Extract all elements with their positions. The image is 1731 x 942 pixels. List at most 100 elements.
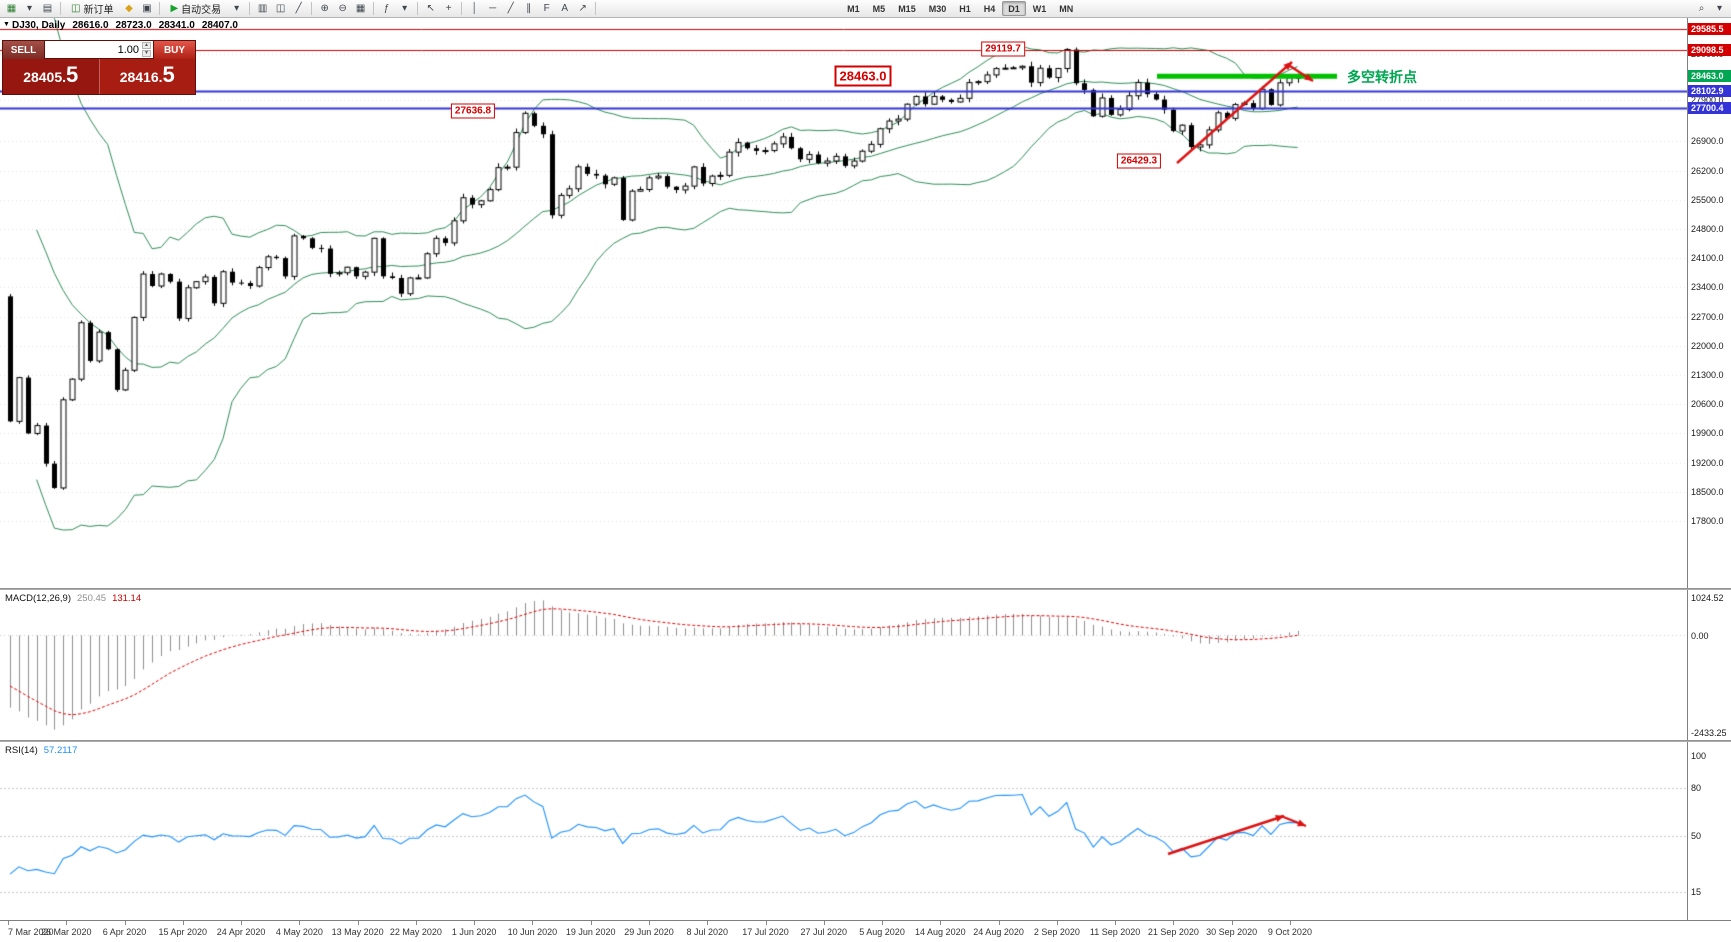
- buy-button[interactable]: BUY: [153, 41, 195, 59]
- ohlc-high: 28723.0: [115, 20, 152, 31]
- chinese-note-text[interactable]: 多空转折点: [1347, 69, 1417, 86]
- timeframe-mn[interactable]: MN: [1053, 1, 1079, 16]
- quick-nav-dropdown-button[interactable]: ▾: [1711, 1, 1728, 17]
- one-click-trading-panel: SELL 1.00 ▲ ▼ BUY 28405. 5 28416. 5: [2, 40, 196, 95]
- price-callout-label[interactable]: 27636.8: [450, 103, 496, 119]
- timeframe-d1[interactable]: D1: [1002, 1, 1026, 16]
- volume-down-icon[interactable]: ▼: [142, 50, 151, 57]
- zoom-out-button[interactable]: ⊖: [334, 1, 351, 17]
- price-callout-label[interactable]: 29119.7: [981, 41, 1025, 57]
- main-chart-window[interactable]: ▼ DJ30, Daily 28616.0 28723.0 28341.0 28…: [0, 18, 1687, 588]
- date-axis-label: 24 Apr 2020: [216, 927, 266, 937]
- main-chart-canvas[interactable]: [0, 18, 1687, 588]
- timeframe-h1[interactable]: H1: [953, 1, 977, 16]
- panel-separator[interactable]: [0, 588, 1731, 590]
- fibonacci-retracement-button[interactable]: F: [538, 1, 555, 17]
- volume-input[interactable]: 1.00 ▲ ▼: [45, 41, 153, 59]
- new-chart-icon: ▦: [6, 3, 17, 14]
- panel-separator[interactable]: [0, 740, 1731, 742]
- autotrading-dropdown-button[interactable]: ▾: [228, 1, 245, 17]
- trendline-button[interactable]: ╱: [502, 1, 519, 17]
- toolbar-separator: [60, 2, 61, 15]
- timeframe-w1[interactable]: W1: [1027, 1, 1053, 16]
- equidistant-channel-button[interactable]: ∥: [520, 1, 537, 17]
- price-axis-label: 19900.0: [1691, 428, 1724, 439]
- tile-windows-button[interactable]: ▦: [352, 1, 369, 17]
- autotrading-button[interactable]: ▶ 自动交易: [164, 1, 227, 17]
- macd-indicator-panel[interactable]: MACD(12,26,9) 250.45 131.14: [0, 590, 1687, 740]
- new-order-button: ◫: [71, 3, 81, 14]
- date-axis-tick: [1115, 921, 1117, 925]
- mql5-compass-icon: ◆: [125, 3, 133, 14]
- date-axis-label: 21 Sep 2020: [1147, 927, 1199, 937]
- new-order-button[interactable]: ◫ 新订单: [65, 1, 119, 17]
- price-axis-label: 20600.0: [1691, 399, 1724, 410]
- date-axis-tick: [124, 921, 126, 925]
- price-callout-label[interactable]: 28463.0: [834, 65, 892, 87]
- zoom-in-button[interactable]: ⊕: [316, 1, 333, 17]
- cursor-icon: ↖: [426, 3, 435, 14]
- price-axis-highlighted-label: 29585.5: [1688, 23, 1731, 36]
- rsi-canvas[interactable]: [0, 742, 1687, 920]
- candlestick-chart-icon: ◫: [275, 3, 286, 14]
- line-chart-button[interactable]: ╱: [290, 1, 307, 17]
- macd-signal-value: 131.14: [112, 593, 142, 604]
- arrows-tool-button[interactable]: ↗: [574, 1, 591, 17]
- text-label-button[interactable]: A: [556, 1, 573, 17]
- profiles-button[interactable]: ▤: [39, 1, 56, 17]
- bid-price-button[interactable]: 28405. 5: [3, 59, 99, 94]
- date-axis-label: 29 Jun 2020: [624, 927, 674, 937]
- search-button[interactable]: ⌕: [1693, 1, 1710, 17]
- date-axis-label: 11 Sep 2020: [1089, 927, 1141, 937]
- macd-main-value: 250.45: [77, 593, 107, 604]
- new-chart-button[interactable]: ▦: [3, 1, 20, 17]
- timeframe-m5[interactable]: M5: [867, 1, 892, 16]
- indicators-button[interactable]: ƒ: [378, 1, 395, 17]
- one-click-collapse-icon[interactable]: ▼: [3, 21, 10, 28]
- chart-list-dropdown-icon: ▾: [26, 3, 33, 14]
- chart-list-dropdown-button[interactable]: ▾: [21, 1, 38, 17]
- date-axis-tick: [1289, 921, 1291, 925]
- rsi-indicator-panel[interactable]: RSI(14) 57.2117: [0, 742, 1687, 920]
- macd-canvas[interactable]: [0, 590, 1687, 740]
- horizontal-line-button[interactable]: ─: [484, 1, 501, 17]
- price-axis-highlighted-label: 28102.9: [1688, 85, 1731, 98]
- date-axis-label: 9 Oct 2020: [1267, 927, 1312, 937]
- bar-chart-icon: ▥: [257, 3, 268, 14]
- price-axis-label: 26200.0: [1691, 165, 1724, 176]
- toolbar-separator: [461, 2, 463, 15]
- ask-price: 28416.: [119, 69, 163, 85]
- profiles-icon: ▤: [42, 3, 53, 14]
- candlestick-chart-button[interactable]: ◫: [272, 1, 289, 17]
- toolbar-separator: [249, 2, 251, 15]
- mql5-compass-button[interactable]: ◆: [120, 1, 137, 17]
- autotrading-button-label: 自动交易: [181, 5, 222, 16]
- volume-value: 1.00: [117, 43, 140, 56]
- timeframe-h4[interactable]: H4: [978, 1, 1002, 16]
- autotrading-button: ▶: [170, 3, 179, 14]
- macd-scale-label: 0.00: [1691, 630, 1709, 641]
- tile-windows-icon: ▦: [355, 3, 366, 14]
- bar-chart-button[interactable]: ▥: [254, 1, 271, 17]
- date-axis-tick: [882, 921, 884, 925]
- price-callout-label[interactable]: 26429.3: [1116, 153, 1162, 169]
- charts-window-icon: ▣: [142, 3, 152, 14]
- date-axis-label: 10 Jun 2020: [507, 927, 558, 937]
- indicators-dropdown-button[interactable]: ▾: [396, 1, 413, 17]
- crosshair-button[interactable]: +: [440, 1, 457, 17]
- ask-price-button[interactable]: 28416. 5: [98, 59, 195, 94]
- charts-window-button[interactable]: ▣: [138, 1, 155, 17]
- cursor-button[interactable]: ↖: [422, 1, 439, 17]
- toolbar-separator: [595, 2, 597, 15]
- timeframe-m30[interactable]: M30: [923, 1, 953, 16]
- price-axis[interactable]: 29000.027900.026900.026200.025500.024800…: [1687, 18, 1731, 920]
- volume-up-icon[interactable]: ▲: [142, 42, 151, 49]
- sell-button[interactable]: SELL: [3, 41, 45, 59]
- vertical-line-button[interactable]: │: [466, 1, 483, 17]
- price-axis-label: 24100.0: [1691, 253, 1724, 264]
- rsi-label: RSI(14) 57.2117: [5, 745, 77, 756]
- timeframe-m1[interactable]: M1: [841, 1, 866, 16]
- timeframe-m15[interactable]: M15: [892, 1, 922, 16]
- arrows-tool-icon: ↗: [578, 3, 587, 14]
- date-axis[interactable]: 7 Mar 2020 26 Mar 2020 6 Apr 2020 15 Apr 20…: [0, 920, 1731, 942]
